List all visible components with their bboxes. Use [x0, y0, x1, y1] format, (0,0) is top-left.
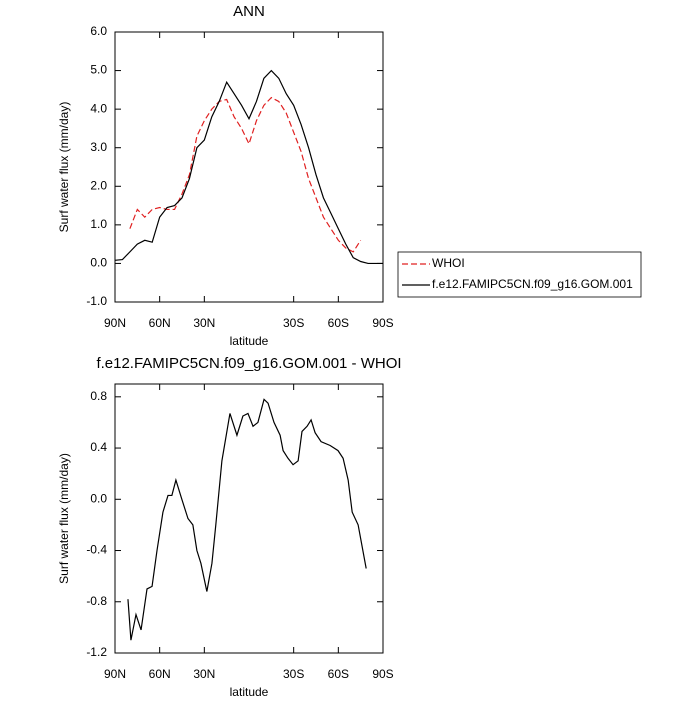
x-tick-label: 30N [193, 316, 215, 330]
y-axis-label: Surf water flux (mm/day) [57, 102, 71, 233]
y-axis-label: Surf water flux (mm/day) [57, 453, 71, 584]
y-tick-label: 3.0 [90, 140, 107, 154]
y-tick-label: -1.2 [86, 645, 107, 659]
y-tick-label: -0.8 [86, 594, 107, 608]
y-tick-label: 2.0 [90, 178, 107, 192]
data-line [127, 398, 367, 641]
x-tick-label: 30S [283, 667, 304, 681]
y-tick-label: 0.8 [90, 389, 107, 403]
legend-box [397, 251, 642, 298]
legend-label: WHOI [432, 256, 465, 270]
x-tick-label: 60N [149, 316, 171, 330]
y-tick-label: -0.4 [86, 543, 107, 557]
x-tick-label: 90N [104, 667, 126, 681]
plot-frame [114, 31, 384, 303]
x-tick-label: 30N [193, 667, 215, 681]
x-tick-label: 90N [104, 316, 126, 330]
x-tick-label: 60S [328, 316, 349, 330]
y-tick-label: 4.0 [90, 101, 107, 115]
y-tick-label: 0.4 [90, 440, 107, 454]
plot-frame [114, 383, 384, 654]
x-tick-label: 90S [372, 667, 393, 681]
y-tick-label: 0.0 [90, 256, 107, 270]
x-axis-label: latitude [230, 685, 269, 699]
y-tick-label: 0.0 [90, 491, 107, 505]
y-tick-label: 1.0 [90, 217, 107, 231]
y-tick-label: -1.0 [86, 294, 107, 308]
legend-label: f.e12.FAMIPC5CN.f09_g16.GOM.001 [432, 277, 633, 291]
chart-title: ANN [233, 3, 265, 20]
y-tick-label: 5.0 [90, 63, 107, 77]
y-tick-label: 6.0 [90, 24, 107, 38]
x-tick-label: 30S [283, 316, 304, 330]
data-line [114, 69, 383, 265]
data-line [129, 96, 362, 253]
x-tick-label: 60S [328, 667, 349, 681]
chart-title: f.e12.FAMIPC5CN.f09_g16.GOM.001 - WHOI [96, 355, 401, 372]
x-axis-label: latitude [230, 334, 269, 348]
x-tick-label: 90S [372, 316, 393, 330]
x-tick-label: 60N [149, 667, 171, 681]
